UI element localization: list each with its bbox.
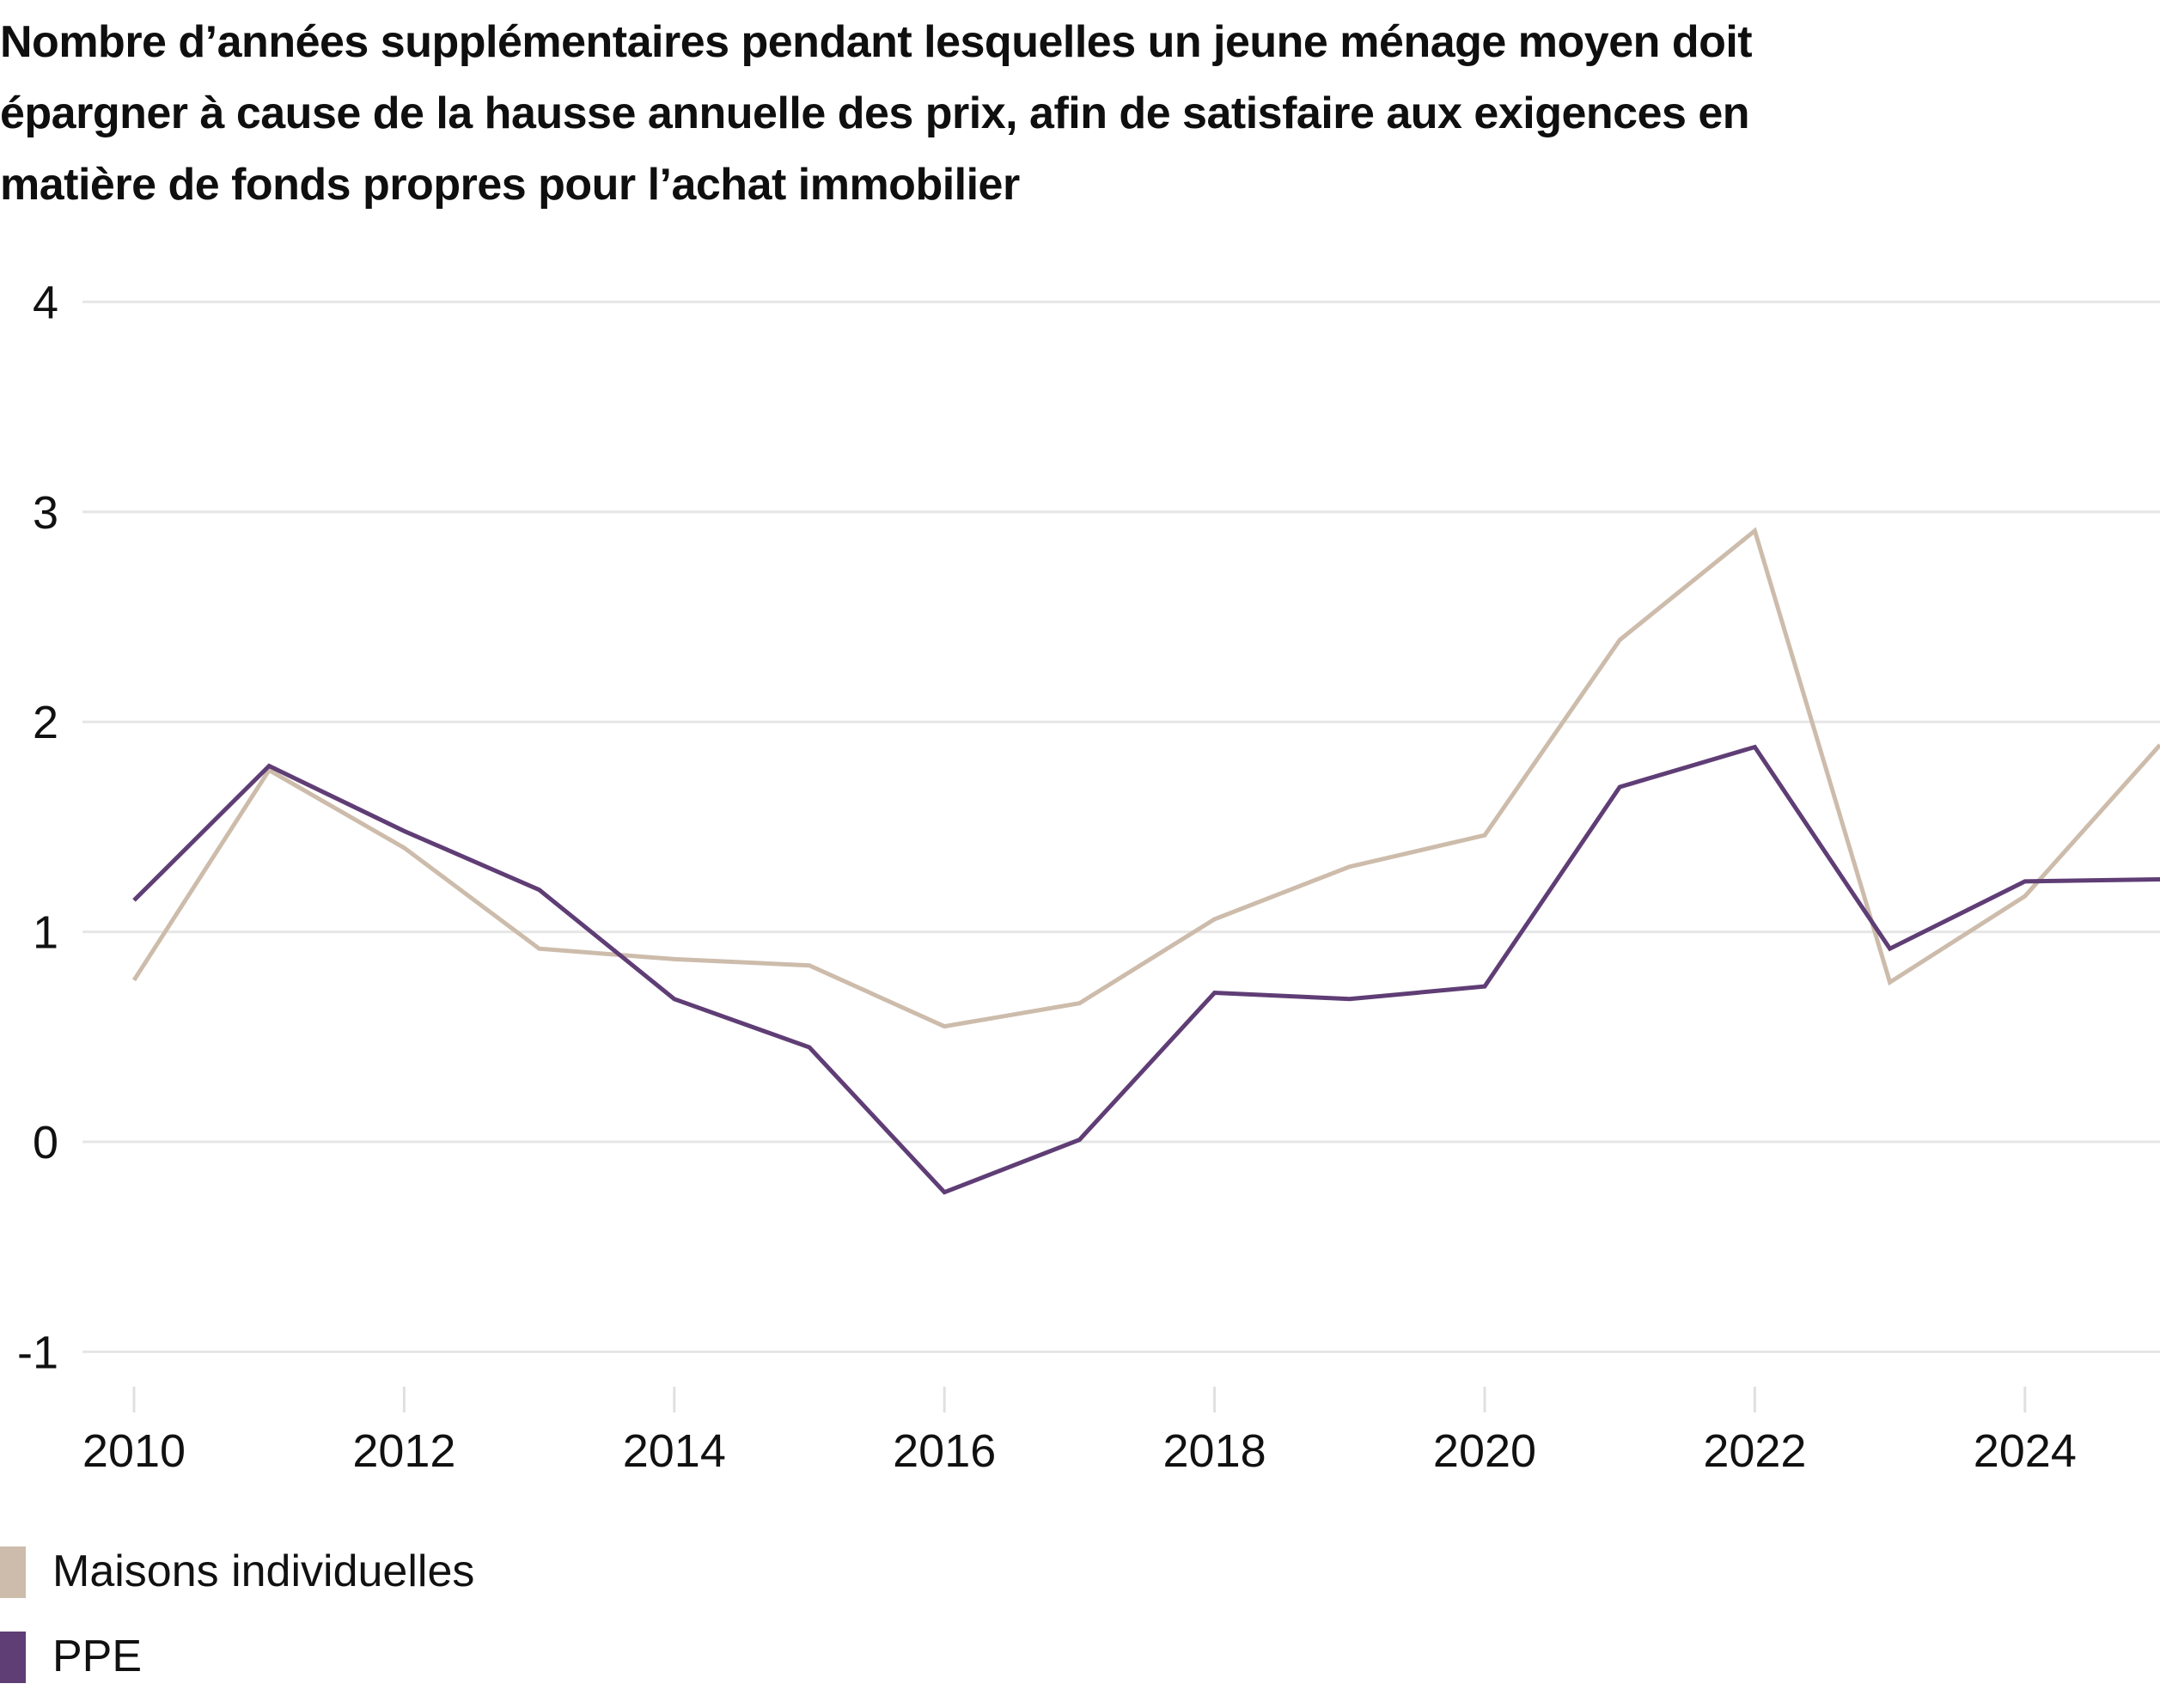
y-tick-label: 3 (33, 487, 58, 539)
y-tick-label: 0 (33, 1117, 58, 1168)
x-tick-label: 2016 (893, 1425, 996, 1477)
y-tick-label: -1 (17, 1327, 58, 1378)
x-axis: 2010 2012 2014 2016 2018 2020 2022 2024 (82, 1387, 2077, 1477)
legend-swatch (0, 1632, 26, 1683)
chart-title-line: Nombre d’années supplémentaires pendant … (0, 17, 1753, 67)
series-lines (131, 527, 2160, 1195)
x-tick-label: 2018 (1163, 1425, 1266, 1477)
x-tick-label: 2024 (1974, 1425, 2077, 1477)
legend-label: Maisons individuelles (52, 1546, 475, 1596)
x-tick-label: 2022 (1703, 1425, 1806, 1477)
y-axis: 4 3 2 1 0 -1 (17, 277, 58, 1378)
y-tick-label: 4 (33, 277, 58, 328)
legend-label: PPE (52, 1632, 143, 1681)
x-tick-label: 2010 (82, 1425, 186, 1477)
chart-title-line: épargner à cause de la hausse annuelle d… (0, 88, 1750, 138)
legend-swatch (0, 1546, 26, 1598)
chart-title-line: matière de fonds propres pour l’achat im… (0, 160, 1020, 210)
y-tick-label: 2 (33, 697, 58, 748)
series-line-maisons-individuelles (131, 527, 2160, 1029)
gridlines (82, 300, 2160, 1353)
x-tick-label: 2014 (623, 1425, 726, 1477)
x-tick-label: 2020 (1433, 1425, 1536, 1477)
x-tick-label: 2012 (352, 1425, 455, 1477)
series-line-ppe (132, 744, 2160, 1195)
y-tick-label: 1 (33, 907, 58, 959)
chart-title: Nombre d’années supplémentaires pendant … (0, 7, 2079, 221)
